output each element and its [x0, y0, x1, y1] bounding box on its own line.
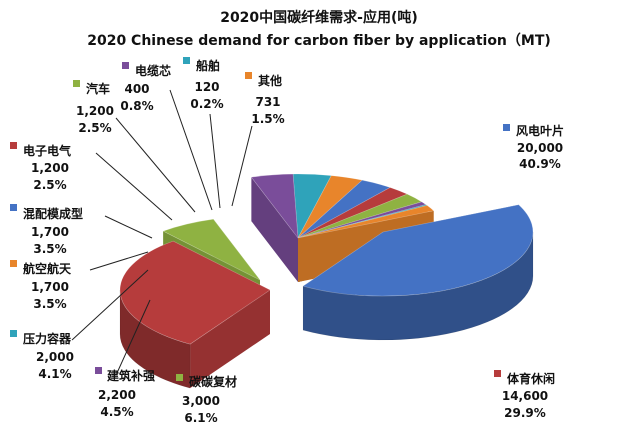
- slice-value-label: 1,200: [31, 161, 69, 175]
- leader-line: [116, 299, 151, 374]
- leader-line: [115, 117, 196, 213]
- legend-swatch: [494, 370, 501, 377]
- slice-name-label: 电缆芯: [135, 63, 171, 78]
- pie-slice-top: [292, 173, 332, 240]
- pie-slice-top: [250, 173, 299, 239]
- pie-slice-top: [302, 204, 534, 297]
- slice-percent-label: 2.5%: [78, 121, 111, 135]
- slice-name-label: 碳碳复材: [189, 374, 237, 389]
- slice-value-label: 2,200: [98, 388, 136, 402]
- slice-percent-label: 29.9%: [504, 406, 546, 420]
- slice-name-label: 风电叶片: [516, 123, 564, 138]
- slice-name-label: 船舶: [196, 58, 220, 73]
- slice-value-label: 2,000: [36, 350, 74, 364]
- legend-swatch: [503, 124, 510, 131]
- slice-value-label: 1,200: [76, 104, 114, 118]
- pie-slice-top: [162, 218, 261, 281]
- slice-label: 航空航天 1,700 3.5%: [10, 251, 149, 311]
- pie-slice-cut: [298, 205, 428, 282]
- slice-label: 风电叶片 20,000 40.9%: [503, 123, 564, 171]
- leader-line: [231, 125, 253, 207]
- slice-label: 建筑补强 2,200 4.5%: [95, 299, 155, 419]
- legend-swatch: [122, 62, 129, 69]
- slice-percent-label: 4.5%: [100, 405, 133, 419]
- slice-label: 船舶 120 0.2%: [183, 57, 224, 209]
- slice-name-label: 混配模成型: [23, 206, 83, 221]
- pie-slice-top: [297, 204, 428, 239]
- pie-slices: [119, 173, 534, 389]
- leader-line: [89, 251, 149, 271]
- slice-label: 碳碳复材 3,000 6.1%: [176, 374, 237, 425]
- slice-label: 体育休闲 14,600 29.9%: [494, 370, 555, 420]
- chart-title: 2020中国碳纤维需求-应用(吨): [220, 9, 418, 26]
- slice-value-label: 120: [194, 80, 219, 94]
- slice-name-label: 建筑补强: [106, 368, 155, 383]
- slice-percent-label: 2.5%: [33, 178, 66, 192]
- pie-slice-cut: [190, 290, 270, 389]
- slice-value-label: 14,600: [502, 389, 548, 403]
- leader-line: [71, 269, 149, 341]
- slice-label: 电子电气 1,200 2.5%: [10, 142, 173, 221]
- slice-name-label: 汽车: [86, 81, 110, 96]
- legend-swatch: [10, 260, 17, 267]
- slice-name-label: 其他: [258, 73, 282, 88]
- pie-slice-top: [297, 175, 363, 239]
- slice-percent-label: 0.2%: [190, 97, 223, 111]
- legend-swatch: [183, 57, 190, 64]
- slice-value-label: 3,000: [182, 394, 220, 408]
- pie-slice: [302, 204, 534, 341]
- pie-slice-top: [119, 240, 271, 345]
- slice-name-label: 电子电气: [23, 143, 71, 158]
- slice-percent-label: 1.5%: [251, 112, 284, 126]
- slice-value-label: 400: [124, 82, 149, 96]
- pie-slice-top: [297, 179, 391, 239]
- slice-label: 电缆芯 400 0.8%: [120, 62, 213, 211]
- slice-percent-label: 0.8%: [120, 99, 153, 113]
- pie-slice-top: [297, 201, 427, 239]
- slice-value-label: 731: [255, 95, 280, 109]
- slice-name-label: 体育休闲: [507, 371, 555, 386]
- pie-slice-top: [297, 193, 423, 239]
- legend-swatch: [245, 72, 252, 79]
- pie-slice-top: [297, 187, 408, 239]
- slice-percent-label: 3.5%: [33, 242, 66, 256]
- slice-value-label: 1,700: [31, 225, 69, 239]
- slice-percent-label: 4.1%: [38, 367, 71, 381]
- chart-subtitle: 2020 Chinese demand for carbon fiber by …: [87, 33, 551, 49]
- slice-percent-label: 40.9%: [519, 157, 561, 171]
- leader-line: [95, 152, 173, 221]
- slice-labels: 风电叶片 20,000 40.9% 体育休闲 14,600 29.9% 碳碳复材 3,000 6…: [10, 57, 564, 425]
- legend-swatch: [10, 330, 17, 337]
- slice-label: 其他 731 1.5%: [231, 72, 285, 207]
- slice-label: 汽车 1,200 2.5%: [73, 80, 196, 213]
- pie-slice-top: [297, 205, 435, 239]
- pie-slice: [119, 240, 271, 389]
- leader-line: [209, 113, 221, 209]
- legend-swatch: [73, 80, 80, 87]
- slice-percent-label: 3.5%: [33, 297, 66, 311]
- slice-value-label: 20,000: [517, 141, 563, 155]
- slice-name-label: 压力容器: [23, 331, 72, 346]
- pie-slice-cut: [251, 177, 298, 282]
- legend-swatch: [10, 204, 17, 211]
- pie-slice: [250, 173, 299, 282]
- leader-line: [104, 215, 153, 239]
- slice-value-label: 1,700: [31, 280, 69, 294]
- legend-swatch: [10, 142, 17, 149]
- slice-name-label: 航空航天: [23, 261, 72, 276]
- slice-percent-label: 6.1%: [184, 411, 217, 425]
- legend-swatch: [176, 374, 183, 381]
- legend-swatch: [95, 367, 102, 374]
- leader-line: [169, 89, 213, 211]
- slice-label: 混配模成型 1,700 3.5%: [10, 204, 153, 256]
- slice-label: 压力容器 2,000 4.1%: [10, 269, 149, 381]
